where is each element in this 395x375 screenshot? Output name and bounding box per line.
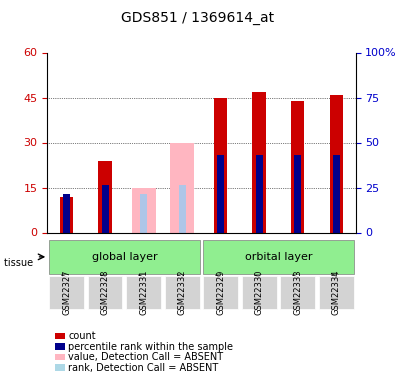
Text: GSM22330: GSM22330	[255, 270, 264, 315]
Bar	[60, 196, 73, 232]
Bar	[102, 184, 109, 232]
FancyBboxPatch shape	[126, 276, 161, 309]
Bar	[252, 92, 266, 232]
Bar	[140, 194, 147, 232]
FancyBboxPatch shape	[242, 276, 276, 309]
Bar	[132, 188, 156, 232]
Text: count: count	[68, 332, 96, 341]
FancyBboxPatch shape	[49, 276, 84, 309]
Text: GSM22331: GSM22331	[139, 270, 148, 315]
FancyBboxPatch shape	[280, 276, 315, 309]
Text: GSM22332: GSM22332	[178, 270, 187, 315]
FancyBboxPatch shape	[319, 276, 354, 309]
Text: value, Detection Call = ABSENT: value, Detection Call = ABSENT	[68, 352, 224, 362]
FancyBboxPatch shape	[165, 276, 199, 309]
Bar	[217, 154, 224, 232]
Bar	[329, 94, 343, 232]
Text: GSM22333: GSM22333	[293, 270, 302, 315]
Text: GSM22327: GSM22327	[62, 270, 71, 315]
Text: GSM22334: GSM22334	[332, 270, 341, 315]
Bar	[179, 184, 186, 232]
Bar	[291, 100, 305, 232]
Bar	[170, 142, 194, 232]
Bar	[214, 98, 228, 232]
Text: GSM22328: GSM22328	[101, 270, 110, 315]
Text: rank, Detection Call = ABSENT: rank, Detection Call = ABSENT	[68, 363, 218, 373]
Text: tissue: tissue	[4, 258, 36, 267]
Bar	[294, 154, 301, 232]
Text: percentile rank within the sample: percentile rank within the sample	[68, 342, 233, 352]
Bar	[63, 194, 70, 232]
FancyBboxPatch shape	[88, 276, 122, 309]
FancyBboxPatch shape	[203, 240, 354, 274]
Text: orbital layer: orbital layer	[245, 252, 312, 262]
Bar	[256, 154, 263, 232]
Bar	[333, 154, 340, 232]
Bar	[98, 160, 112, 232]
Text: global layer: global layer	[92, 252, 157, 262]
Text: GDS851 / 1369614_at: GDS851 / 1369614_at	[121, 11, 274, 25]
FancyBboxPatch shape	[49, 240, 199, 274]
FancyBboxPatch shape	[203, 276, 238, 309]
Text: GSM22329: GSM22329	[216, 270, 225, 315]
